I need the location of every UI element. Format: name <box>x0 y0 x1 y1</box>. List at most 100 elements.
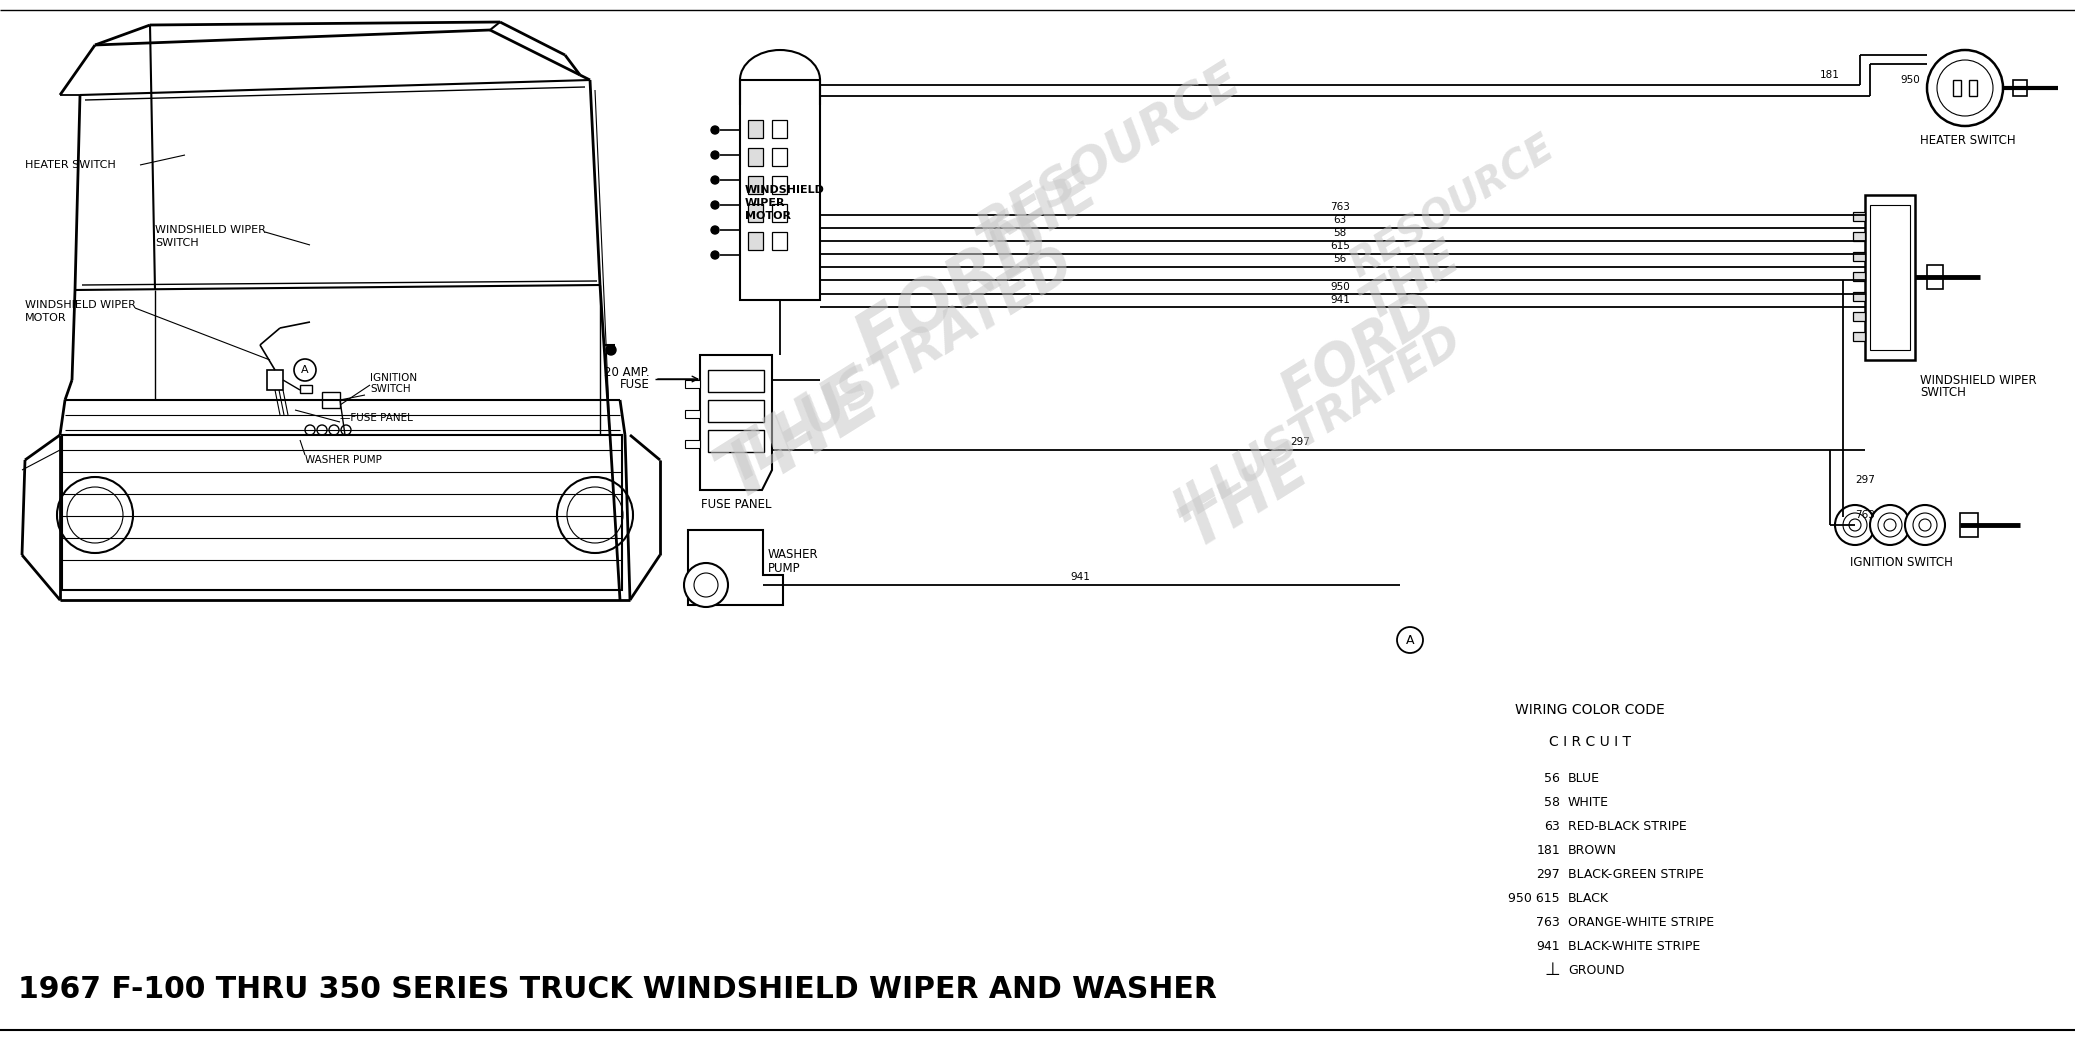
Text: 615: 615 <box>1330 241 1351 251</box>
Text: MOTOR: MOTOR <box>25 313 66 323</box>
Circle shape <box>1878 513 1903 537</box>
Text: 63: 63 <box>1544 819 1560 832</box>
Text: FUSE: FUSE <box>620 379 649 391</box>
Text: SWITCH: SWITCH <box>369 384 411 394</box>
Circle shape <box>1919 519 1932 531</box>
Bar <box>741 80 820 300</box>
Text: 63: 63 <box>1334 215 1347 225</box>
Bar <box>1928 265 1942 289</box>
Text: WASHER: WASHER <box>768 548 820 562</box>
Text: 941: 941 <box>1071 572 1089 582</box>
Text: SWITCH: SWITCH <box>1919 386 1965 400</box>
Text: 941: 941 <box>1536 939 1560 953</box>
Circle shape <box>712 201 720 209</box>
Circle shape <box>1928 50 2002 126</box>
Text: THE: THE <box>1353 231 1469 329</box>
Bar <box>2013 80 2027 95</box>
Bar <box>1870 204 1909 350</box>
Text: IGNITION: IGNITION <box>369 373 417 383</box>
Bar <box>747 148 764 166</box>
Bar <box>772 148 786 166</box>
Text: RESOURCE: RESOURCE <box>1343 130 1562 285</box>
Polygon shape <box>699 355 772 490</box>
Text: ⊥: ⊥ <box>1544 961 1560 979</box>
Bar <box>708 430 764 452</box>
Text: 181: 181 <box>1536 844 1560 856</box>
Circle shape <box>712 126 720 134</box>
Circle shape <box>712 151 720 159</box>
Text: 20 AMP.: 20 AMP. <box>604 366 649 380</box>
Text: 941: 941 <box>1330 295 1351 305</box>
Bar <box>747 204 764 222</box>
Text: 56: 56 <box>1544 771 1560 785</box>
Circle shape <box>1834 506 1876 545</box>
Text: FORD: FORD <box>1272 284 1446 421</box>
Text: WINDSHIELD WIPER: WINDSHIELD WIPER <box>25 300 135 310</box>
Bar <box>1865 195 1915 360</box>
Text: WIRING COLOR CODE: WIRING COLOR CODE <box>1515 703 1664 717</box>
Text: 950 615: 950 615 <box>1509 892 1560 904</box>
Text: THE: THE <box>967 160 1108 276</box>
Text: A: A <box>301 365 309 375</box>
Circle shape <box>606 345 616 355</box>
Circle shape <box>1849 519 1861 531</box>
Bar <box>1953 80 1961 95</box>
Bar <box>772 233 786 250</box>
Text: ILLUSTRATED: ILLUSTRATED <box>722 237 1083 490</box>
Text: 763: 763 <box>1855 510 1876 520</box>
Text: 950: 950 <box>1330 282 1351 292</box>
Text: IGNITION SWITCH: IGNITION SWITCH <box>1851 556 1953 570</box>
Text: WIPER: WIPER <box>745 198 786 208</box>
Polygon shape <box>689 530 782 605</box>
Bar <box>772 204 786 222</box>
Text: 950: 950 <box>1901 75 1919 85</box>
Text: BLUE: BLUE <box>1569 771 1600 785</box>
Circle shape <box>1843 513 1868 537</box>
Bar <box>1969 80 1977 95</box>
Text: WINDSHIELD WIPER: WINDSHIELD WIPER <box>1919 374 2038 386</box>
Bar <box>1853 212 1865 221</box>
Text: THE: THE <box>703 356 894 516</box>
Bar <box>1853 292 1865 301</box>
Bar <box>1853 312 1865 321</box>
Bar <box>747 233 764 250</box>
Text: THE: THE <box>1170 436 1320 561</box>
Text: 763: 763 <box>1330 202 1351 212</box>
Text: 1967 F-100 THRU 350 SERIES TRUCK WINDSHIELD WIPER AND WASHER: 1967 F-100 THRU 350 SERIES TRUCK WINDSHI… <box>19 976 1216 1005</box>
Bar <box>772 120 786 138</box>
Circle shape <box>295 359 315 381</box>
Circle shape <box>1884 519 1897 531</box>
Text: HEATER SWITCH: HEATER SWITCH <box>25 160 116 170</box>
Circle shape <box>1396 627 1423 653</box>
Text: C I R C U I T: C I R C U I T <box>1550 735 1631 749</box>
Bar <box>1853 332 1865 342</box>
Text: RED-BLACK STRIPE: RED-BLACK STRIPE <box>1569 819 1687 832</box>
Bar <box>1853 272 1865 281</box>
Bar <box>685 380 699 388</box>
Circle shape <box>1936 60 1992 116</box>
Bar <box>322 392 340 408</box>
Text: BROWN: BROWN <box>1569 844 1616 856</box>
Text: —FUSE PANEL: —FUSE PANEL <box>340 413 413 424</box>
Bar <box>62 435 622 590</box>
Text: RESOURCE: RESOURCE <box>969 56 1251 255</box>
Text: SWITCH: SWITCH <box>156 238 199 248</box>
Circle shape <box>1870 506 1909 545</box>
Circle shape <box>1913 513 1936 537</box>
Bar <box>708 370 764 392</box>
Bar <box>685 410 699 418</box>
Text: 58: 58 <box>1334 228 1347 238</box>
Text: 297: 297 <box>1291 437 1309 447</box>
Bar <box>301 385 311 393</box>
Text: 58: 58 <box>1544 795 1560 809</box>
Text: 297: 297 <box>1536 868 1560 880</box>
Bar <box>772 176 786 194</box>
Text: 297: 297 <box>1855 475 1876 485</box>
Bar <box>747 176 764 194</box>
Text: BLACK: BLACK <box>1569 892 1608 904</box>
Text: 181: 181 <box>1820 70 1841 80</box>
Bar <box>268 370 282 390</box>
Text: ORANGE-WHITE STRIPE: ORANGE-WHITE STRIPE <box>1569 916 1714 929</box>
Text: PUMP: PUMP <box>768 562 801 574</box>
Circle shape <box>693 573 718 597</box>
